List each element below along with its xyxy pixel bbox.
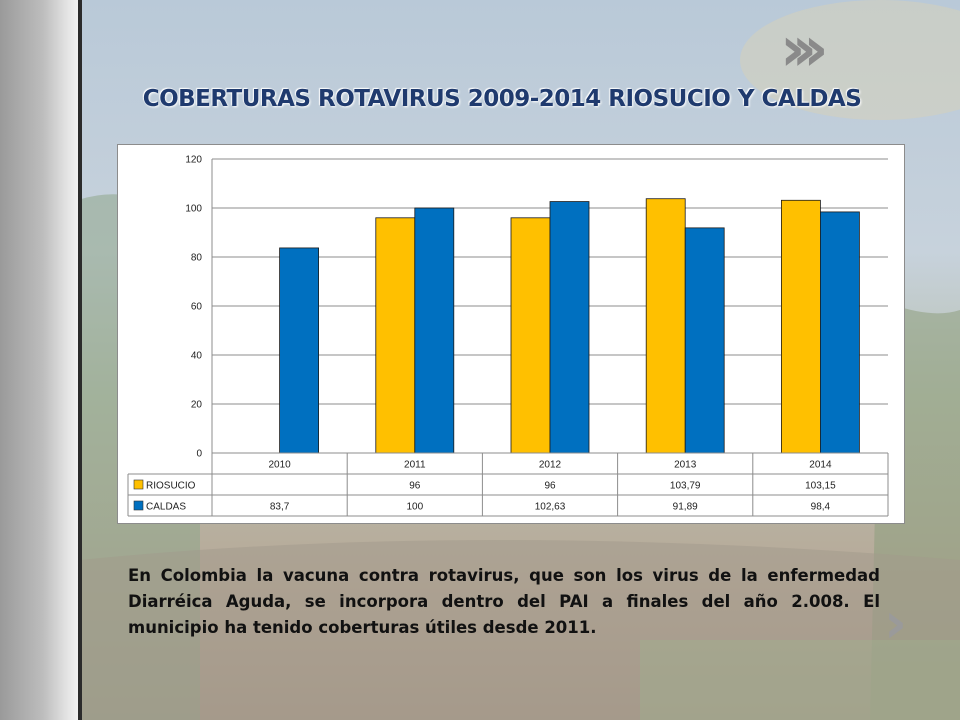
data-label: 96 xyxy=(409,481,421,492)
x-tick-label: 2014 xyxy=(809,460,832,471)
data-label: 102,63 xyxy=(535,502,566,513)
y-tick-label: 40 xyxy=(191,351,203,362)
data-label: 91,89 xyxy=(673,502,698,513)
y-tick-label: 0 xyxy=(196,449,202,460)
slide-title: COBERTURAS ROTAVIRUS 2009-2014 RIOSUCIO … xyxy=(142,86,862,112)
chevron-right-icon[interactable]: › xyxy=(884,591,908,656)
chevron-triple-right-icon: ››› xyxy=(780,12,829,85)
left-sidebar-band xyxy=(0,0,78,720)
legend-label-caldas: CALDAS xyxy=(146,502,186,513)
legend-swatch-caldas xyxy=(133,500,144,511)
x-tick-label: 2013 xyxy=(674,460,697,471)
chart-canvas: 0 20 40 60 80 100 120 2010 2011 2012 2013 2014 RIOS… xyxy=(127,155,889,517)
bar-caldas-2014 xyxy=(820,211,860,454)
bar-caldas-2011 xyxy=(414,207,455,454)
bar-riosucio-2012 xyxy=(510,217,551,454)
bar-riosucio-2013 xyxy=(645,198,686,454)
y-tick-label: 20 xyxy=(191,400,203,411)
data-label: 98,4 xyxy=(811,502,831,513)
bar-riosucio-2014 xyxy=(781,199,821,454)
chart-bars xyxy=(279,198,860,454)
x-tick-label: 2011 xyxy=(404,460,426,471)
bar-caldas-2013 xyxy=(684,227,725,454)
x-tick-label: 2010 xyxy=(268,460,291,471)
bar-riosucio-2011 xyxy=(375,217,416,454)
chart-axis: 0 20 40 60 80 100 120 xyxy=(185,155,213,460)
data-label: 83,7 xyxy=(270,502,290,513)
data-label: 103,79 xyxy=(670,481,701,492)
data-label: 100 xyxy=(406,502,423,513)
legend-label-riosucio: RIOSUCIO xyxy=(146,481,196,492)
y-tick-label: 60 xyxy=(191,302,203,313)
left-sidebar-edge xyxy=(78,0,82,720)
y-tick-label: 100 xyxy=(185,204,202,215)
chart-data-table: 2010 2011 2012 2013 2014 RIOSUCIO 96 96 103,79 10… xyxy=(127,452,889,517)
bar-chart: 0 20 40 60 80 100 120 2010 2011 2012 2013 2014 RIOS… xyxy=(117,144,905,524)
bar-caldas-2012 xyxy=(549,201,590,454)
data-label: 103,15 xyxy=(805,481,836,492)
data-label: 96 xyxy=(544,481,556,492)
x-tick-label: 2012 xyxy=(539,460,562,471)
bar-caldas-2010 xyxy=(279,247,320,454)
y-tick-label: 80 xyxy=(191,253,203,264)
legend-swatch-riosucio xyxy=(133,479,144,490)
y-tick-label: 120 xyxy=(185,155,202,166)
description-paragraph: En Colombia la vacuna contra rotavirus, … xyxy=(128,566,880,637)
